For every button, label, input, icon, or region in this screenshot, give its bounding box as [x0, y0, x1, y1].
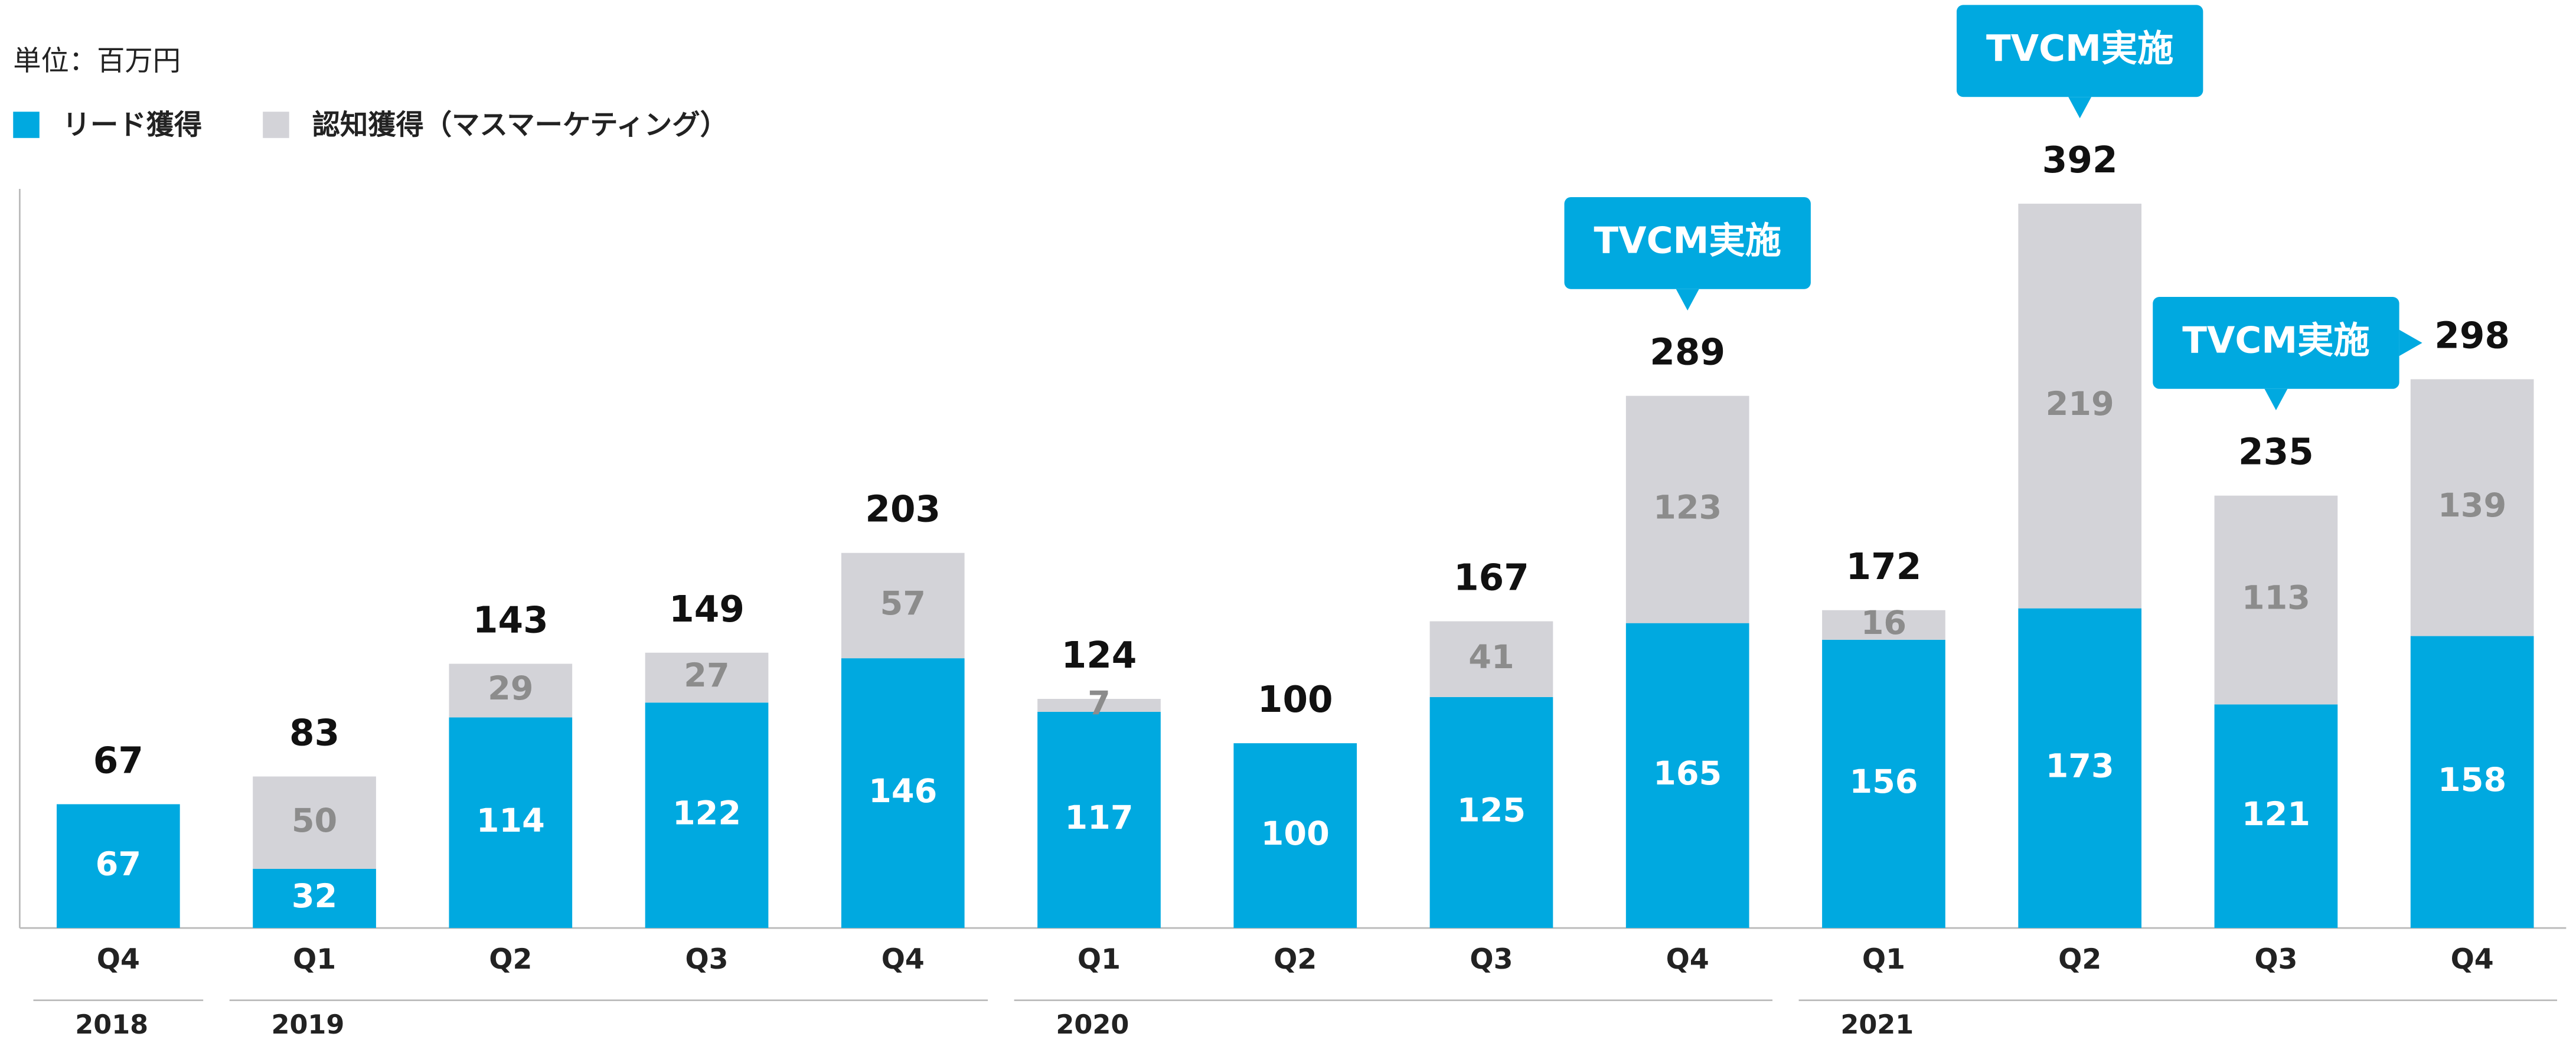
bar-segment	[2018, 204, 2142, 609]
total-label: 392	[2042, 139, 2118, 181]
x-tick-label: Q2	[2058, 943, 2101, 976]
legend-swatch	[263, 112, 289, 138]
segment-label: 123	[1653, 488, 1722, 527]
bar-segment	[841, 658, 965, 928]
bar-segment	[1625, 395, 1749, 623]
total-label: 83	[289, 712, 339, 754]
x-tick-label: Q2	[1274, 943, 1317, 976]
x-tick-label: Q4	[881, 943, 925, 976]
annotation-pointer	[2264, 388, 2288, 410]
bar-segment	[449, 663, 573, 718]
segment-label: 29	[488, 669, 533, 708]
segment-label: 67	[96, 845, 141, 883]
segment-label: 122	[672, 794, 741, 832]
total-label: 172	[1846, 546, 1922, 588]
bar-segment	[841, 552, 965, 659]
total-label: 289	[1650, 332, 1725, 374]
unit-label: 単位：百万円	[13, 45, 181, 77]
segment-label: 125	[1457, 792, 1526, 830]
group-label: 2018	[75, 1010, 148, 1040]
segment-label: 113	[2242, 579, 2310, 617]
x-tick-label: Q3	[685, 943, 728, 976]
annotation-text: TVCM実施	[1986, 28, 2173, 70]
annotation-box	[2153, 296, 2399, 389]
segment-label: 158	[2438, 761, 2506, 799]
segment-label: 50	[292, 802, 337, 840]
annotation-box	[1956, 5, 2203, 97]
bar-segment	[2410, 636, 2534, 928]
segment-label: 165	[1653, 754, 1722, 793]
total-label: 143	[473, 600, 548, 642]
bar-segment	[56, 804, 180, 928]
legend-label: 認知獲得（マスマーケティング）	[312, 109, 728, 141]
annotation-pointer	[2399, 329, 2422, 357]
bar-segment	[2214, 704, 2338, 928]
group-label: 2020	[1056, 1010, 1129, 1040]
x-tick-label: Q1	[1078, 943, 1121, 976]
annotation-text: TVCM実施	[1594, 220, 1781, 261]
x-tick-label: Q1	[1862, 943, 1905, 976]
segment-label: 139	[2438, 486, 2506, 525]
annotation-pointer	[1676, 289, 1699, 310]
bar-segment	[1625, 623, 1749, 928]
x-tick-label: Q4	[2451, 943, 2494, 976]
x-tick-label: Q3	[1470, 943, 1513, 976]
bar-segment	[2214, 495, 2338, 705]
bar-segment	[645, 652, 769, 703]
total-label: 100	[1258, 679, 1333, 721]
bar-segment	[1429, 697, 1553, 928]
legend-label: リード獲得	[63, 109, 202, 141]
segment-label: 173	[2046, 747, 2114, 786]
segment-label: 41	[1468, 638, 1514, 676]
segment-label: 7	[1088, 684, 1111, 722]
x-tick-label: Q4	[1666, 943, 1709, 976]
bar-segment	[1233, 743, 1357, 928]
x-tick-label: Q4	[97, 943, 140, 976]
bar-segment	[253, 776, 376, 869]
x-tick-label: Q3	[2254, 943, 2297, 976]
bar-segment	[2018, 608, 2142, 928]
group-label: 2021	[1840, 1010, 1914, 1040]
segment-label: 57	[880, 584, 926, 623]
segment-label: 121	[2242, 795, 2310, 833]
bar-segment	[645, 702, 769, 928]
bar-segment	[1822, 639, 1945, 928]
bar-segment	[253, 869, 376, 928]
total-label: 235	[2238, 431, 2314, 473]
group-label: 2019	[271, 1010, 344, 1040]
bar-segment	[1037, 699, 1161, 712]
segment-label: 146	[869, 772, 937, 810]
segment-label: 32	[292, 877, 337, 916]
total-label: 67	[93, 740, 143, 782]
annotation-box	[1564, 197, 1811, 289]
segment-label: 117	[1065, 799, 1133, 837]
total-label: 203	[865, 489, 941, 531]
bar-segment	[449, 717, 573, 928]
bar-segment	[1429, 621, 1553, 697]
total-label: 298	[2434, 315, 2510, 357]
segment-label: 27	[684, 656, 729, 695]
bar-segment	[2410, 379, 2534, 636]
bar-segment	[1822, 610, 1945, 640]
segment-label: 156	[1849, 763, 1918, 801]
x-tick-label: Q1	[293, 943, 336, 976]
bar-segment	[1037, 711, 1161, 928]
segment-label: 219	[2046, 385, 2114, 423]
segment-label: 114	[476, 802, 545, 840]
x-tick-label: Q2	[489, 943, 532, 976]
annotation-pointer	[2068, 97, 2092, 119]
total-label: 167	[1454, 557, 1529, 599]
annotation-text: TVCM実施	[2182, 319, 2369, 361]
total-label: 149	[669, 588, 745, 630]
total-label: 124	[1062, 635, 1137, 676]
segment-label: 16	[1861, 604, 1906, 642]
legend-swatch	[13, 112, 40, 138]
segment-label: 100	[1261, 815, 1330, 853]
